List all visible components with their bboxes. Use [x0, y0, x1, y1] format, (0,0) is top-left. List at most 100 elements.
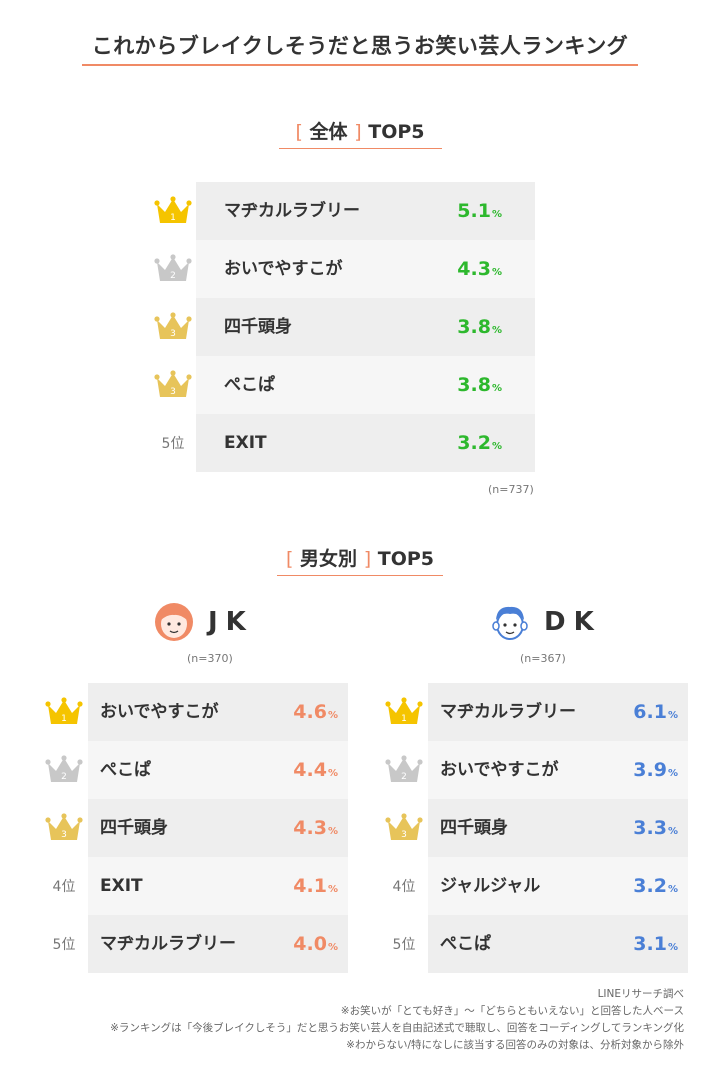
- crown-icon: 2: [40, 741, 88, 799]
- girl-avatar-icon: [155, 603, 193, 641]
- ranking-cell: おいでやすこが 4.6%: [88, 683, 348, 741]
- ranking-cell: EXIT 4.1%: [88, 857, 348, 915]
- comedian-name: マヂカルラブリー: [224, 201, 360, 221]
- dk-table-row: 4位 ジャルジャル 3.2%: [380, 857, 688, 915]
- percentage-value: 4.4%: [293, 741, 338, 799]
- comedian-name: EXIT: [224, 433, 267, 453]
- percentage-value: 3.8%: [457, 298, 502, 356]
- percentage-value: 3.3%: [633, 799, 678, 857]
- overall-heading: [ 全体 ] TOP5: [0, 117, 720, 144]
- crown-icon: 3: [150, 298, 196, 356]
- crown-icon: 1: [150, 182, 196, 240]
- jk-table-row: 5位 マヂカルラブリー 4.0%: [40, 915, 348, 973]
- overall-table-row: 2 おいでやすこが 4.3%: [150, 240, 535, 298]
- crown-rank-1-icon: 1: [385, 697, 423, 724]
- dk-table-row: 1 マヂカルラブリー 6.1%: [380, 683, 688, 741]
- percentage-unit: %: [491, 267, 502, 278]
- comedian-name: おいでやすこが: [100, 702, 219, 722]
- dk-ranking-table: 1 マヂカルラブリー 6.1% 2 おいでやすこが 3.9% 3 四千頭身 3.3% 4位 ジャルジ…: [380, 683, 688, 973]
- crown-rank-2-icon: 2: [154, 254, 192, 281]
- percentage-unit: %: [327, 884, 338, 895]
- percentage-value: 4.3%: [457, 240, 502, 298]
- crown-icon: 2: [150, 240, 196, 298]
- comedian-name: ぺこぱ: [440, 934, 491, 954]
- footer-note-1: ※お笑いが「とても好き」〜「どちらともいえない」と回答した人ベース: [340, 1005, 684, 1017]
- title-underline: [82, 64, 638, 66]
- overall-heading-bracket-open: [: [295, 121, 303, 143]
- crown-rank-2-icon: 2: [45, 755, 83, 782]
- dk-sample-size: (n=367): [520, 652, 566, 665]
- svg-text:2: 2: [61, 772, 67, 782]
- ranking-cell: おいでやすこが 4.3%: [196, 240, 535, 298]
- comedian-name: ぺこぱ: [100, 760, 151, 780]
- overall-table-row: 5位 EXIT 3.2%: [150, 414, 535, 472]
- gender-heading-underline: [277, 575, 443, 576]
- overall-table-row: 1 マヂカルラブリー 5.1%: [150, 182, 535, 240]
- rank-label: 5位: [392, 937, 416, 953]
- dk-table-row: 5位 ぺこぱ 3.1%: [380, 915, 688, 973]
- ranking-cell: ぺこぱ 3.8%: [196, 356, 535, 414]
- percentage-number: 4.4: [293, 759, 327, 781]
- percentage-number: 4.0: [293, 933, 327, 955]
- svg-text:3: 3: [170, 387, 176, 397]
- crown-icon: 3: [150, 356, 196, 414]
- percentage-number: 6.1: [633, 701, 667, 723]
- jk-table-row: 2 ぺこぱ 4.4%: [40, 741, 348, 799]
- svg-text:3: 3: [401, 830, 407, 840]
- percentage-number: 4.1: [293, 875, 327, 897]
- svg-text:3: 3: [61, 830, 67, 840]
- svg-text:2: 2: [401, 772, 407, 782]
- percentage-number: 3.8: [457, 374, 491, 396]
- percentage-unit: %: [491, 325, 502, 336]
- percentage-number: 4.6: [293, 701, 327, 723]
- crown-icon: 1: [380, 683, 428, 741]
- gender-heading: [ 男女別 ] TOP5: [0, 544, 720, 571]
- boy-avatar-icon: [492, 606, 528, 640]
- footer-source: LINEリサーチ調べ: [597, 988, 684, 1000]
- percentage-number: 3.9: [633, 759, 667, 781]
- gender-heading-bracket-open: [: [286, 548, 294, 570]
- percentage-value: 5.1%: [457, 182, 502, 240]
- percentage-number: 3.1: [633, 933, 667, 955]
- ranking-cell: ぺこぱ 4.4%: [88, 741, 348, 799]
- comedian-name: 四千頭身: [440, 818, 508, 838]
- jk-table-row: 3 四千頭身 4.3%: [40, 799, 348, 857]
- percentage-value: 3.8%: [457, 356, 502, 414]
- ranking-cell: マヂカルラブリー 6.1%: [428, 683, 688, 741]
- crown-rank-3-icon: 3: [154, 312, 192, 339]
- dk-table-row: 2 おいでやすこが 3.9%: [380, 741, 688, 799]
- comedian-name: おいでやすこが: [224, 259, 343, 279]
- svg-text:1: 1: [61, 714, 67, 724]
- jk-label-text: JK: [208, 607, 254, 637]
- jk-sample-size: (n=370): [187, 652, 233, 665]
- percentage-unit: %: [491, 441, 502, 452]
- crown-rank-3-icon: 3: [45, 813, 83, 840]
- jk-ranking-table: 1 おいでやすこが 4.6% 2 ぺこぱ 4.4% 3 四千頭身 4.3% 4位 EXIT 4.1% 5…: [40, 683, 348, 973]
- percentage-number: 4.3: [457, 258, 491, 280]
- ranking-cell: おいでやすこが 3.9%: [428, 741, 688, 799]
- percentage-number: 3.3: [633, 817, 667, 839]
- ranking-cell: 四千頭身 3.8%: [196, 298, 535, 356]
- comedian-name: ぺこぱ: [224, 375, 275, 395]
- rank-label: 4位: [52, 879, 76, 895]
- percentage-value: 4.3%: [293, 799, 338, 857]
- overall-ranking-table: 1 マヂカルラブリー 5.1% 2 おいでやすこが 4.3% 3 四千頭身 3.8% 3 ぺこぱ 3.…: [150, 182, 535, 472]
- crown-rank-1-icon: 1: [154, 196, 192, 223]
- comedian-name: 四千頭身: [100, 818, 168, 838]
- svg-text:3: 3: [170, 329, 176, 339]
- percentage-value: 4.0%: [293, 915, 338, 973]
- dk-group-label: DK: [488, 600, 602, 644]
- comedian-name: マヂカルラブリー: [100, 934, 236, 954]
- overall-heading-bracket-close: ]: [354, 121, 362, 143]
- crown-icon: 1: [40, 683, 88, 741]
- percentage-value: 3.2%: [457, 414, 502, 472]
- svg-text:1: 1: [401, 714, 407, 724]
- ranking-cell: ぺこぱ 3.1%: [428, 915, 688, 973]
- jk-table-row: 4位 EXIT 4.1%: [40, 857, 348, 915]
- jk-table-row: 1 おいでやすこが 4.6%: [40, 683, 348, 741]
- rank-label: 5位: [161, 436, 185, 452]
- overall-heading-word: 全体: [309, 121, 348, 143]
- footer-notes: LINEリサーチ調べ ※お笑いが「とても好き」〜「どちらともいえない」と回答した…: [110, 986, 684, 1054]
- percentage-number: 5.1: [457, 200, 491, 222]
- percentage-value: 6.1%: [633, 683, 678, 741]
